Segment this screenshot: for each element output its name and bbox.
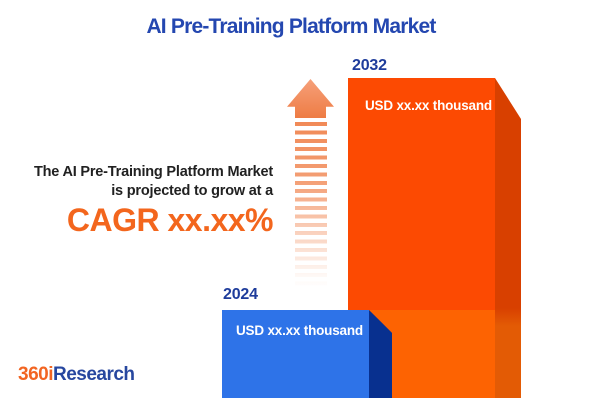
brand-logo-prefix: 360i — [18, 364, 53, 385]
description-line-1: The AI Pre-Training Platform Market — [33, 164, 273, 180]
growth-arrow-icon — [287, 79, 334, 118]
brand-logo: 360iResearch — [18, 364, 135, 386]
bar-2024-side-3d — [369, 310, 392, 398]
cagr-value: CAGR xx.xx% — [66, 202, 274, 238]
bar-2024-year-label: 2024 — [223, 286, 258, 303]
bar-2024-value-label: USD xx.xx thousand — [236, 323, 363, 338]
bar-2032-year-label: 2032 — [352, 57, 387, 74]
bar-2024 — [222, 310, 369, 398]
description-line-2: is projected to grow at a — [111, 183, 273, 199]
bar-2032-value-label: USD xx.xx thousand — [365, 98, 492, 113]
page-title: AI Pre-Training Platform Market — [146, 15, 436, 38]
description-block: The AI Pre-Training Platform Market is p… — [8, 163, 274, 238]
brand-logo-suffix: Research — [52, 364, 135, 385]
growth-arrow-stripes — [295, 122, 327, 290]
bar-2032-side-3d — [495, 78, 521, 398]
